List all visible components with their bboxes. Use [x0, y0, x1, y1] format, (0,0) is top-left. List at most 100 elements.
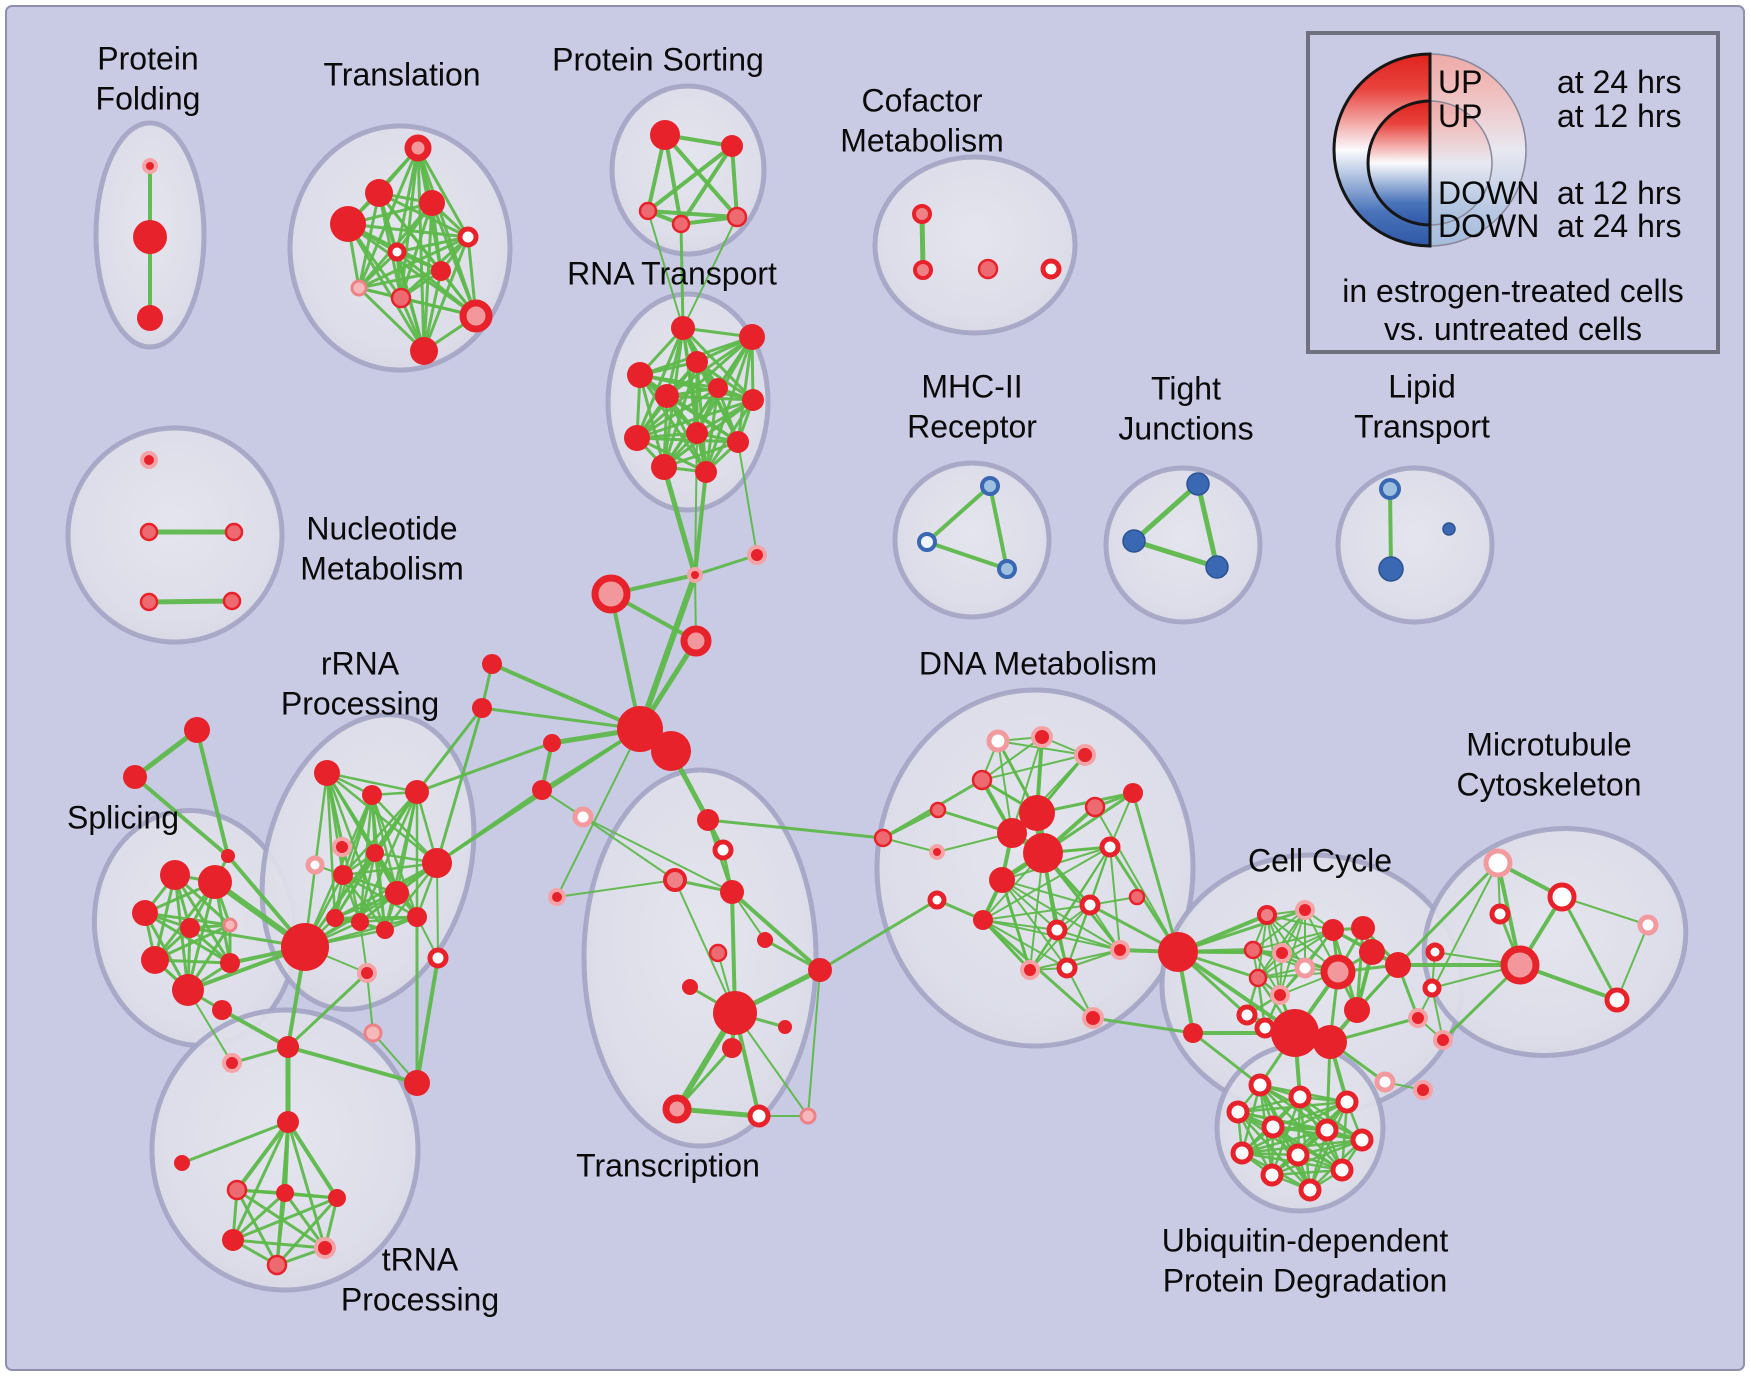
edge-m2-m3	[925, 540, 1009, 571]
cluster-translation-label: Translation	[323, 56, 480, 92]
cluster-cofactor-metabolism-label: Metabolism	[840, 122, 1004, 158]
gene-node-t6	[387, 242, 407, 262]
gene-node-r7	[366, 844, 384, 862]
gene-node-k13	[266, 1254, 288, 1276]
gene-node-s9	[212, 1000, 232, 1020]
edge-t5-t8	[357, 235, 470, 290]
edge-tr8-tr14	[807, 969, 821, 1117]
cluster-transcription-label: Transcription	[576, 1147, 760, 1183]
edge-r13-rhub	[303, 861, 439, 949]
gene-node-d4	[971, 769, 993, 791]
cluster-ubiquitin-degradation-label: Protein Degradation	[1163, 1262, 1448, 1298]
gene-node-s7	[220, 953, 240, 973]
cluster-tight-junctions-ellipse	[1103, 465, 1263, 625]
edge-w2-r13	[435, 788, 544, 865]
gene-node-t3	[419, 190, 445, 216]
gene-node-c6	[1272, 943, 1292, 963]
edge-r14-r13	[436, 862, 439, 959]
gene-node-ps3	[638, 201, 658, 221]
cluster-splicing-label: Splicing	[67, 799, 179, 835]
cluster-tight-junctions-label: Tight	[1151, 370, 1221, 406]
legend-box: UP at 24 hrs UP at 12 hrs DOWN at 12 hrs…	[1306, 31, 1720, 354]
edge-tr4-tr8	[730, 890, 822, 972]
gene-node-c3	[1322, 919, 1344, 941]
gene-node-nm2	[139, 522, 159, 542]
edge-rt9-cp1	[694, 432, 698, 576]
cluster-microtubule-cytoskeleton-label: Cytoskeleton	[1457, 766, 1642, 802]
gene-node-lt2	[1442, 522, 1456, 536]
gene-node-sa3	[221, 849, 235, 863]
gene-node-r5	[305, 855, 325, 875]
edge-rt6-rt8	[635, 386, 720, 440]
gene-node-k4	[404, 1070, 430, 1096]
gene-node-u6	[1315, 1118, 1339, 1142]
gene-node-w2	[532, 780, 552, 800]
gene-node-c18	[1413, 1080, 1433, 1100]
edge-k6-k11	[231, 1120, 290, 1242]
nodes-layer	[123, 120, 1659, 1276]
gene-node-rt2	[739, 324, 765, 350]
gene-node-tr15	[548, 888, 566, 906]
edge-r1-r3	[325, 771, 419, 794]
edge-k3-k4	[286, 1045, 419, 1085]
edge-k9-k11	[231, 1191, 287, 1242]
edge-d2-d8	[1011, 736, 1043, 834]
edge-k10-k13	[275, 1196, 339, 1267]
gene-node-c0b	[1183, 1023, 1203, 1043]
edge-ps5-rt1	[682, 216, 738, 329]
edge-ps1-ps5	[663, 133, 739, 219]
gene-node-rt7	[742, 389, 764, 411]
edge-t1-t8	[357, 146, 420, 290]
edge-rt8-rt10	[635, 436, 740, 444]
gene-node-d5	[929, 801, 947, 819]
cluster-mhc-ii-receptor-ellipse	[892, 460, 1052, 620]
gene-node-u4	[1226, 1100, 1250, 1124]
cluster-lipid-transport-label: Transport	[1354, 408, 1490, 444]
edge-ps2-ps3	[646, 144, 734, 213]
cluster-labels-layer: Protein Folding Translation Protein Sorting…	[67, 40, 1642, 1317]
gene-node-tr7	[682, 979, 698, 995]
gene-node-h1	[617, 706, 663, 752]
legend-dir-up-12: UP	[1438, 98, 1482, 134]
gene-node-u7	[1350, 1128, 1374, 1152]
edge-nm4-nm5	[146, 598, 235, 605]
gene-node-cp1	[687, 567, 703, 583]
gene-node-d14	[1099, 836, 1121, 858]
gene-node-d22	[1020, 960, 1040, 980]
gene-node-d15	[1128, 888, 1146, 906]
gene-node-c21	[1385, 952, 1411, 978]
edge-k6-k8	[235, 1120, 290, 1192]
edge-s9-k3	[220, 1008, 290, 1049]
gene-node-c13	[1254, 1017, 1276, 1039]
gene-node-d23	[1082, 1007, 1104, 1029]
edge-k6-k7	[180, 1120, 290, 1165]
edge-t6-t10	[395, 250, 478, 318]
gene-node-m2	[917, 532, 937, 552]
cluster-nucleotide-metabolism-label: Metabolism	[300, 550, 464, 586]
edge-r13-x2	[435, 706, 484, 865]
gene-node-t11	[410, 337, 438, 365]
legend-dir-down-12: DOWN	[1438, 175, 1539, 211]
edge-rt1-rt12	[681, 326, 708, 474]
gene-node-s1	[160, 860, 190, 890]
edge-mt2-mt8	[1561, 896, 1649, 926]
gene-node-cp3	[591, 574, 631, 614]
gene-node-mt4	[1500, 945, 1540, 985]
cluster-trna-processing-label: tRNA	[382, 1241, 459, 1277]
gene-node-rt11	[651, 454, 677, 480]
gene-node-mt8	[1637, 914, 1659, 936]
gene-node-t5	[457, 226, 479, 248]
gene-node-s4	[180, 918, 200, 938]
cluster-cell-cycle-label: Cell Cycle	[1248, 842, 1392, 878]
edge-t3-t10	[430, 201, 478, 318]
gene-node-k11	[222, 1229, 244, 1251]
edge-d12-c0	[1094, 806, 1179, 953]
gene-node-c0	[1158, 932, 1198, 972]
gene-node-nm5	[222, 591, 242, 611]
gene-node-t4	[330, 206, 366, 242]
gene-node-tr14	[799, 1107, 817, 1125]
edge-d20-d22	[1029, 949, 1121, 971]
gene-node-r15	[357, 963, 377, 983]
gene-node-lt1	[1379, 478, 1401, 500]
